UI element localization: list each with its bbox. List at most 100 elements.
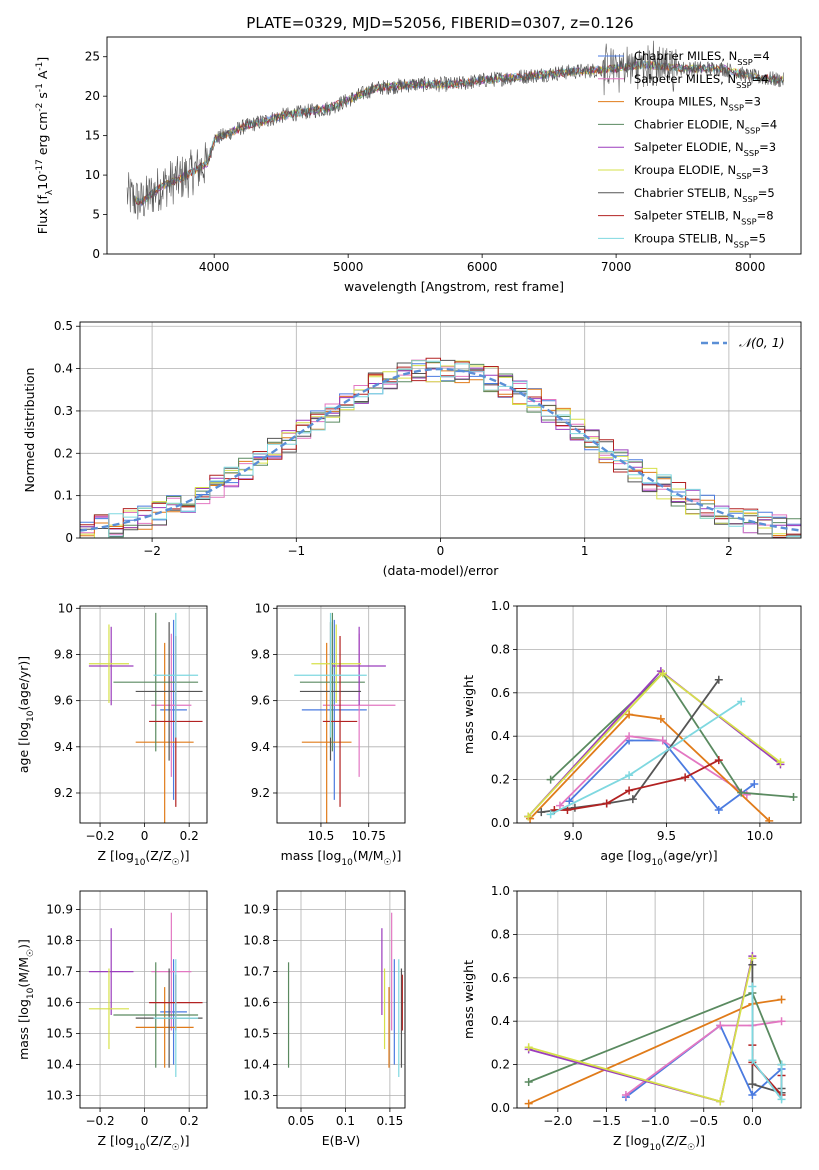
spectrum-xlabel: wavelength [Angstrom, rest frame] <box>344 279 564 294</box>
mass_vs_Z-frame <box>79 890 208 1109</box>
weight_vs_age-xlabel: age [log10(age/yr)] <box>600 848 717 868</box>
weight_vs_Z-ytick-label: 0.6 <box>491 971 510 985</box>
weight_vs_Z-marker-krou_stelib <box>777 1060 786 1069</box>
legend-label-salp_elodie: Salpeter ELODIE, NSSP=3 <box>634 140 776 158</box>
weight_vs_age-marker-salp_stelib <box>602 799 611 808</box>
weight_vs_age-marker-chab_stelib <box>537 808 546 817</box>
spectrum-frame <box>106 36 802 255</box>
weight_vs_age-marker-chab_elodie <box>737 788 746 797</box>
weight_vs_Z-marker-salp_miles <box>716 1021 725 1030</box>
weight_vs_age-marker-salp_stelib <box>681 773 690 782</box>
weight_vs_Z-marker-krou_stelib <box>748 1056 757 1065</box>
spectrum-xtick-label: 8000 <box>735 260 766 274</box>
weight_vs_age-marker-chab_elodie <box>546 775 555 784</box>
weight_vs_age-marker-salp_miles <box>658 736 667 745</box>
spectrum-ylabel: Flux [fλ10-17 erg cm-2 s-1 A-1] <box>35 57 55 235</box>
spectrum-panel: 4000 5000 6000 7000 8000 0 5 10 15 20 25 wavelength… <box>35 36 802 294</box>
residuals-ytick-label: 0.4 <box>54 362 73 376</box>
mass_vs_Z-xtick-label: 0 <box>141 1114 149 1128</box>
weight_vs_Z-marker-krou_stelib <box>748 982 757 991</box>
mass_vs_ebv-xtick-label: 0.05 <box>288 1114 315 1128</box>
weight_vs_Z-xtick-label: −1.5 <box>592 1114 621 1128</box>
mass_vs_ebv-ytick-label: 10.5 <box>243 1027 270 1041</box>
weight_vs_age-marker-krou_stelib <box>546 810 555 819</box>
weight_vs_Z-ytick-label: 1.0 <box>491 884 510 898</box>
age_vs_mass-plot-area <box>294 612 396 823</box>
age_vs_Z-xtick-label: 0.2 <box>180 829 199 843</box>
mass_vs_Z-plot-area <box>88 912 203 1077</box>
spectrum-data-line <box>126 40 784 220</box>
age_vs_mass-xtick-label: 10.75 <box>352 829 386 843</box>
weight_vs_age-marker-krou_miles <box>656 714 665 723</box>
age_vs_Z-ytick-label: 9.2 <box>54 786 73 800</box>
weight_vs_age-ytick-label: 0.4 <box>491 729 510 743</box>
weight_vs_Z-ytick-label: 0.2 <box>491 1058 510 1072</box>
mass_vs_ebv-xtick-label: 0.15 <box>377 1114 404 1128</box>
mass_vs_ebv-frame <box>276 890 406 1109</box>
legend-label-chab_miles: Chabrier MILES, NSSP=4 <box>634 49 770 67</box>
mass_vs_ebv-ytick-label: 10.4 <box>243 1058 270 1072</box>
age_vs_Z-xlabel: Z [log10(Z/Z☉)] <box>98 848 190 868</box>
mass_vs_Z-ytick-label: 10.9 <box>46 903 73 917</box>
mass_vs_Z-xtick-label: 0.2 <box>180 1114 199 1128</box>
weight_vs_age-line-krou_miles <box>529 713 770 822</box>
weight_vs_age-ylabel: mass weight <box>461 675 476 754</box>
weight_vs_age-line-chab_elodie <box>549 671 794 798</box>
weight_vs_age-marker-salp_miles <box>625 732 634 741</box>
age_vs_Z-panel: −0.2 0 0.2 9.2 9.4 9.6 9.8 10 Z [log10(Z/Z☉)] age… <box>16 601 208 868</box>
age_vs_mass-ytick-label: 9.8 <box>251 647 270 661</box>
weight_vs_Z-xlabel: Z [log10(Z/Z☉)] <box>613 1133 705 1153</box>
weight_vs_age-plot-area <box>524 667 798 823</box>
spectrum-xtick-label: 5000 <box>333 260 364 274</box>
mass_vs_Z-panel: −0.2 0 0.2 10.3 10.4 10.5 10.6 10.7 10.8 10.9 Z [l… <box>16 890 208 1153</box>
weight_vs_Z-ytick-label: 0.0 <box>491 1101 510 1115</box>
residuals-ytick-label: 0.2 <box>54 446 73 460</box>
legend-gauss-label: 𝒩(0, 1) <box>739 335 785 350</box>
weight_vs_Z-plot-area <box>524 952 786 1108</box>
mass_vs_Z-ytick-label: 10.6 <box>46 996 73 1010</box>
age_vs_mass-ytick-label: 9.2 <box>251 786 270 800</box>
residuals-ylabel: Normed distribution <box>22 368 37 493</box>
age_vs_Z-plot-area <box>88 612 203 823</box>
mass_vs_ebv-ytick-label: 10.7 <box>243 965 270 979</box>
legend-label-krou_stelib: Kroupa STELIB, NSSP=5 <box>634 231 766 249</box>
weight_vs_Z-xtick-label: −0.5 <box>689 1114 718 1128</box>
age_vs_Z-ytick-label: 10 <box>58 601 73 615</box>
age_vs_mass-ytick-label: 9.6 <box>251 694 270 708</box>
weight_vs_age-marker-krou_stelib <box>625 771 634 780</box>
legend-label-salp_miles: Salpeter MILES, NSSP=4 <box>634 72 769 90</box>
mass_vs_Z-xlabel: Z [log10(Z/Z☉)] <box>98 1133 190 1153</box>
legend-label-krou_elodie: Kroupa ELODIE, NSSP=3 <box>634 163 769 181</box>
residuals-ytick-label: 0.1 <box>54 489 73 503</box>
weight_vs_age-line-chab_stelib <box>541 679 720 813</box>
spectrum-plot-area <box>126 40 784 220</box>
weight_vs_Z-xtick-label: −2.0 <box>543 1114 572 1128</box>
legend-label-salp_stelib: Salpeter STELIB, NSSP=8 <box>634 209 774 227</box>
weight_vs_Z-marker-chab_stelib <box>748 960 757 969</box>
figure-title: PLATE=0329, MJD=52056, FIBERID=0307, z=0… <box>246 14 633 32</box>
weight_vs_age-marker-salp_miles <box>742 790 751 799</box>
weight_vs_age-marker-krou_elodie <box>776 758 785 767</box>
weight_vs_age-marker-chab_miles <box>565 797 574 806</box>
mass_vs_Z-xtick-label: −0.2 <box>85 1114 114 1128</box>
weight_vs_age-xtick-label: 10.0 <box>747 829 774 843</box>
age_vs_Z-xtick-label: −0.2 <box>85 829 114 843</box>
residuals-ytick-label: 0.3 <box>54 404 73 418</box>
weight_vs_age-ytick-label: 0.6 <box>491 686 510 700</box>
age_vs_mass-frame <box>276 605 406 824</box>
weight_vs_age-marker-chab_miles <box>714 805 723 814</box>
weight_vs_age-marker-krou_miles <box>625 710 634 719</box>
age_vs_mass-xtick-label: 10.5 <box>308 829 335 843</box>
weight_vs_Z-marker-krou_elodie <box>716 1097 725 1106</box>
spectrum-ytick-label: 25 <box>85 50 100 64</box>
residuals-ytick-label: 0 <box>65 531 73 545</box>
legend-label-chab_elodie: Chabrier ELODIE, NSSP=4 <box>634 117 777 135</box>
weight_vs_age-marker-krou_elodie <box>658 669 667 678</box>
weight_vs_Z-ytick-label: 0.8 <box>491 927 510 941</box>
mass_vs_Z-ytick-label: 10.5 <box>46 1027 73 1041</box>
weight_vs_Z-marker-chab_elodie <box>524 1077 533 1086</box>
legend-label-chab_stelib: Chabrier STELIB, NSSP=5 <box>634 186 775 204</box>
residuals-xtick-label: −1 <box>287 544 305 558</box>
residuals-xtick-label: −2 <box>143 544 161 558</box>
weight_vs_Z-ytick-label: 0.4 <box>491 1014 510 1028</box>
